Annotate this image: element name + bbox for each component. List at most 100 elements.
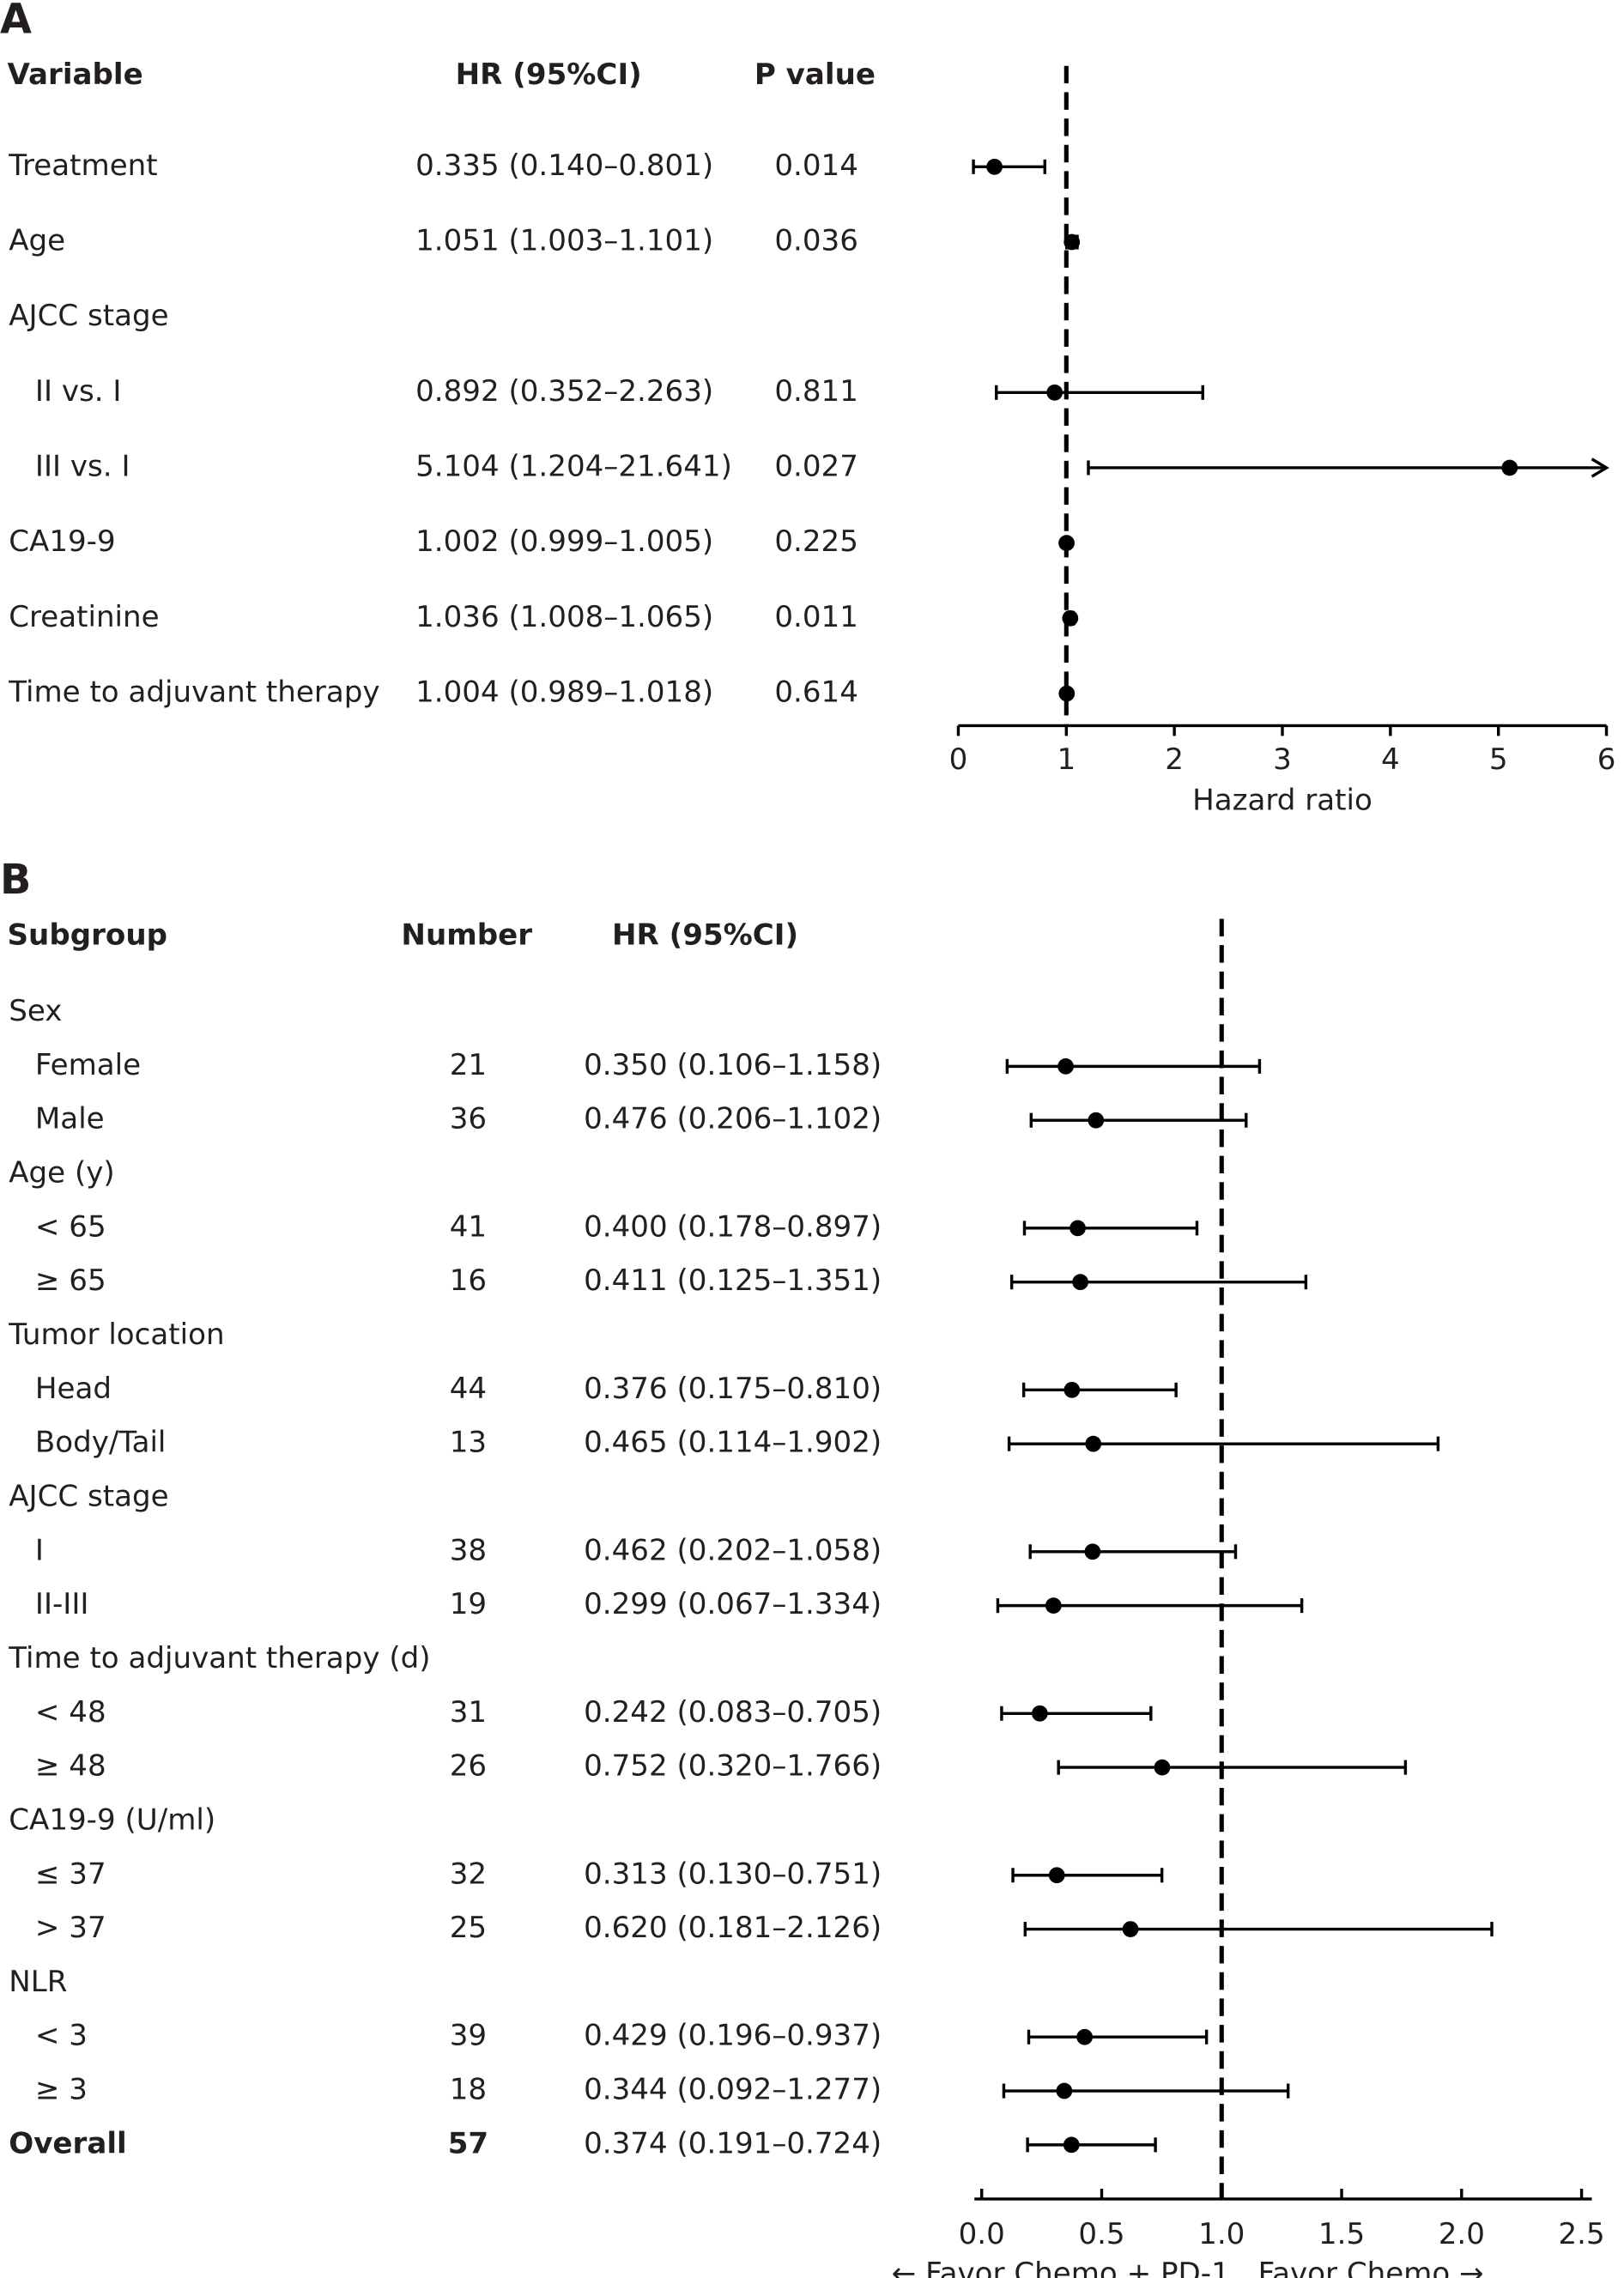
estimate-point [986,158,1003,175]
x-tick-label: 1.0 [1198,2217,1245,2251]
hr-label: 0.313 (0.130–0.751) [584,1857,882,1891]
hr-label: 0.335 (0.140–0.801) [415,148,713,183]
row-number: 31 [450,1695,487,1730]
row-label: < 65 [35,1209,106,1244]
estimate-point [1154,1759,1171,1776]
x-tick-label: 4 [1381,742,1400,777]
hr-label: 0.462 (0.202–1.058) [584,1533,882,1567]
row-label: ≥ 65 [35,1263,106,1298]
row-label: Male [35,1102,105,1136]
estimate-point [1070,1220,1086,1237]
x-tick-label: 1.5 [1318,2217,1365,2251]
column-header: Variable [8,58,143,92]
estimate-point [1501,459,1518,476]
column-header: HR (95%CI) [456,58,642,92]
row-label: > 37 [35,1911,106,1945]
hr-label: 0.465 (0.114–1.902) [584,1426,882,1460]
column-header: Number [401,918,532,952]
p-value: 0.014 [774,148,858,183]
direction-label: Favor Chemo → [1258,2257,1484,2278]
estimate-point [1046,384,1063,401]
row-label: Time to adjuvant therapy [8,675,379,709]
row-label: < 3 [35,2019,88,2053]
row-number: 57 [448,2126,488,2160]
row-label: Creatinine [9,600,159,634]
row-label: ≥ 48 [35,1749,106,1784]
hr-label: 1.036 (1.008–1.065) [415,600,713,634]
row-label: III vs. I [35,449,130,483]
x-axis-label: Hazard ratio [1192,784,1373,818]
x-tick-label: 0.0 [959,2217,1005,2251]
p-value: 0.011 [774,600,858,634]
row-label: ≤ 37 [35,1857,106,1891]
panel-label: B [0,857,31,904]
estimate-point [1063,2136,1080,2154]
row-number: 19 [450,1587,487,1621]
hr-label: 1.004 (0.989–1.018) [415,675,713,709]
estimate-point [1084,1543,1101,1560]
hr-label: 0.620 (0.181–2.126) [584,1911,882,1945]
row-label: Female [35,1048,141,1082]
x-tick-label: 2.5 [1558,2217,1604,2251]
row-number: 44 [450,1372,487,1406]
estimate-point [1085,1435,1102,1452]
row-number: 13 [450,1426,487,1460]
row-label: Body/Tail [35,1426,167,1460]
estimate-point [1031,1705,1048,1722]
row-label: Sex [9,994,62,1028]
estimate-point [1063,1381,1081,1398]
column-header: P value [754,58,876,92]
hr-label: 0.476 (0.206–1.102) [584,1102,882,1136]
estimate-point [1057,1058,1074,1075]
hr-label: 0.350 (0.106–1.158) [584,1048,882,1082]
column-header: HR (95%CI) [612,918,798,952]
hr-label: 5.104 (1.204–21.641) [415,449,732,483]
estimate-point [1072,1274,1088,1291]
row-label: Treatment [8,148,157,183]
estimate-point [1122,1921,1139,1937]
row-label: Time to adjuvant therapy (d) [8,1641,430,1675]
p-value: 0.811 [774,374,858,409]
hr-label: 0.400 (0.178–0.897) [584,1209,882,1244]
row-label: CA19-9 (U/ml) [9,1802,215,1837]
estimate-point [1056,2082,1073,2099]
hr-label: 0.242 (0.083–0.705) [584,1695,882,1730]
x-tick-label: 2 [1165,742,1184,777]
row-label: AJCC stage [9,299,168,333]
hr-label: 0.411 (0.125–1.351) [584,1263,882,1298]
error-arrow [1591,457,1609,478]
x-tick-label: 0 [949,742,968,777]
row-number: 18 [450,2073,487,2107]
direction-label: ← Favor Chemo + PD-1 [892,2257,1230,2278]
hr-label: 0.752 (0.320–1.766) [584,1749,882,1784]
row-label: Age [9,223,65,257]
row-number: 25 [450,1911,487,1945]
row-number: 16 [450,1263,487,1298]
p-value: 0.036 [774,223,858,257]
x-tick-label: 0.5 [1078,2217,1124,2251]
estimate-point [1048,1867,1065,1884]
hr-label: 1.051 (1.003–1.101) [415,223,713,257]
row-label: Age (y) [9,1156,114,1190]
hr-label: 1.002 (0.999–1.005) [415,524,713,559]
column-header: Subgroup [8,918,167,952]
hr-label: 0.376 (0.175–0.810) [584,1372,882,1406]
estimate-point [1045,1597,1062,1615]
row-label: AJCC stage [9,1479,168,1513]
estimate-point [1088,1112,1105,1129]
row-number: 21 [450,1048,487,1082]
p-value: 0.225 [774,524,858,559]
row-label: NLR [9,1965,67,1999]
panel-label: A [0,0,32,44]
hr-label: 0.429 (0.196–0.937) [584,2019,882,2053]
row-number: 39 [450,2019,487,2053]
row-label: II vs. I [35,374,122,409]
hr-label: 0.344 (0.092–1.277) [584,2073,882,2107]
row-label: Tumor location [8,1318,224,1352]
row-label: CA19-9 [9,524,115,559]
p-value: 0.027 [774,449,858,483]
row-number: 32 [450,1857,487,1891]
row-label: Overall [9,2126,126,2160]
